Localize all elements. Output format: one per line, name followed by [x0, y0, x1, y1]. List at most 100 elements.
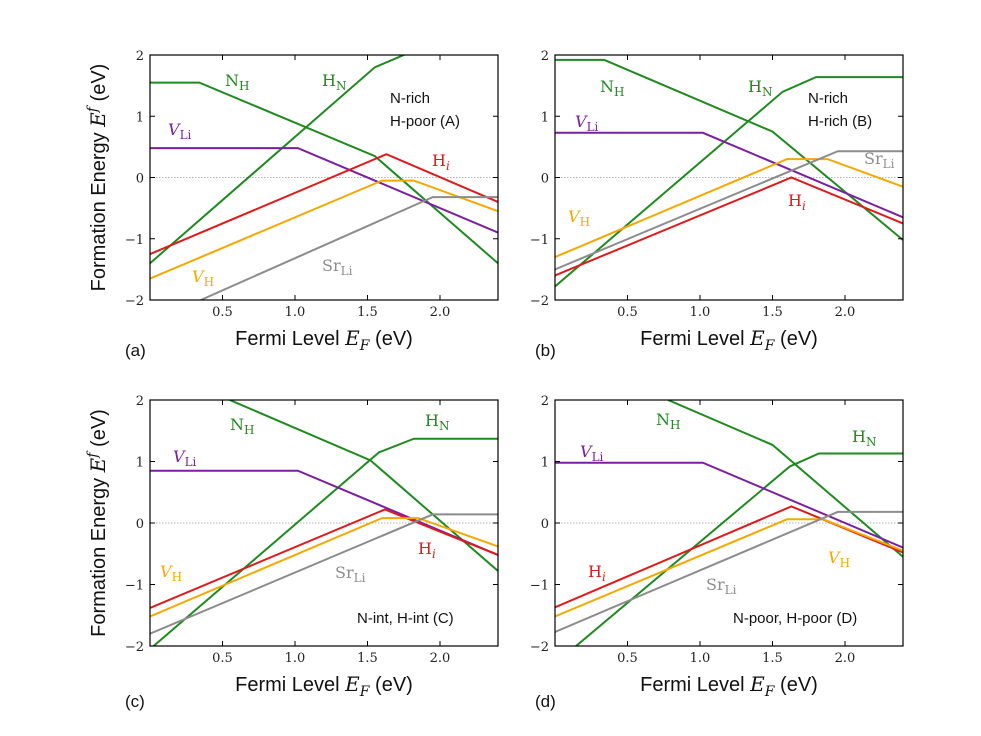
panel-corner-label: (d) — [535, 692, 556, 711]
condition-label: N-rich — [390, 90, 430, 107]
x-tick-label: 1.5 — [357, 305, 378, 320]
defect-label-h-i: Hi — [418, 539, 436, 561]
y-tick-label: 1 — [541, 110, 549, 125]
x-tick-label: 0.5 — [212, 305, 233, 320]
series-line-h-n — [555, 76, 903, 288]
y-tick-label: 0 — [136, 517, 144, 532]
series-group — [555, 400, 903, 646]
series-line-n-h — [150, 81, 498, 265]
series-line-v-h — [555, 158, 903, 259]
condition-label: N-rich — [808, 90, 848, 107]
defect-label-sr-li: SrLi — [335, 563, 366, 585]
x-tick-label: 1.0 — [690, 305, 711, 320]
panel-corner-label: (b) — [535, 341, 556, 360]
defect-label-n-h: NH — [230, 415, 254, 437]
panel-corner-label: (c) — [125, 692, 145, 711]
series-line-h-n — [152, 437, 498, 646]
series-line-sr-li — [200, 196, 498, 300]
defect-label-v-li: VLi — [168, 120, 192, 142]
panel-b: 0.5 1.0 1.5 2.0 −2 −1 0 1 2 Fermi Level EF (eV) (b… — [530, 49, 904, 360]
x-tick-label: 1.0 — [690, 651, 711, 666]
series-line-h-n — [150, 55, 407, 265]
defect-label-sr-li: SrLi — [706, 575, 737, 597]
series-line-n-h — [555, 58, 903, 241]
x-tick-label: 1.5 — [762, 651, 783, 666]
x-tick-label: 0.5 — [212, 651, 233, 666]
series-line-sr-li — [555, 510, 903, 633]
condition-label: N-poor, H-poor (D) — [733, 610, 857, 627]
y-tick-label: 2 — [541, 394, 549, 409]
y-tick-label: −1 — [530, 233, 549, 248]
series-line-sr-li — [555, 150, 903, 271]
x-tick-label: 0.5 — [617, 305, 638, 320]
defect-label-h-n: HN — [852, 427, 876, 449]
series-line-v-li — [555, 461, 903, 549]
series-line-v-li — [150, 147, 498, 234]
x-axis-label: Fermi Level EF (eV) — [640, 326, 818, 354]
x-tick-label: 1.0 — [285, 305, 306, 320]
y-tick-label: 2 — [136, 394, 144, 409]
defect-label-sr-li: SrLi — [864, 149, 895, 171]
defect-label-v-li: VLi — [580, 442, 604, 464]
y-axis-label: Formation Energy Ef (eV) — [85, 409, 110, 637]
y-tick-label: −2 — [530, 294, 549, 309]
series-group — [150, 400, 498, 646]
y-tick-label: 0 — [541, 517, 549, 532]
condition-label: H-poor (A) — [390, 113, 460, 130]
y-tick-label: −1 — [125, 233, 144, 248]
series-line-sr-li — [150, 513, 498, 635]
series-line-v-h — [150, 179, 498, 280]
defect-label-n-h: NH — [225, 71, 249, 93]
series-line-h-i — [150, 153, 498, 256]
x-tick-label: 2.0 — [835, 305, 856, 320]
y-axis-label: Formation Energy Ef (eV) — [85, 64, 110, 292]
series-group — [555, 58, 903, 288]
y-tick-label: 0 — [541, 172, 549, 187]
defect-label-h-n: HN — [322, 71, 346, 93]
x-tick-label: 1.5 — [762, 305, 783, 320]
condition-label: N-int, H-int (C) — [357, 610, 454, 627]
defect-label-v-h: VH — [192, 267, 214, 289]
y-tick-label: 0 — [136, 172, 144, 187]
y-tick-label: −2 — [125, 294, 144, 309]
defect-label-v-h: VH — [828, 548, 850, 570]
x-tick-label: 2.0 — [835, 651, 856, 666]
y-tick-label: 2 — [541, 49, 549, 64]
x-tick-label: 0.5 — [617, 651, 638, 666]
series-line-v-li — [150, 469, 498, 556]
y-tick-label: 1 — [541, 456, 549, 471]
series-line-v-li — [555, 131, 903, 219]
defect-label-n-h: NH — [656, 410, 680, 432]
x-tick-label: 2.0 — [430, 651, 451, 666]
x-tick-label: 2.0 — [430, 305, 451, 320]
series-line-v-h — [555, 518, 903, 618]
condition-label: H-rich (B) — [808, 113, 872, 130]
series-line-h-n — [574, 452, 903, 646]
series-line-h-i — [150, 508, 498, 609]
x-axis-label: Fermi Level EF (eV) — [235, 326, 413, 354]
defect-label-sr-li: SrLi — [322, 256, 353, 278]
defect-label-n-h: NH — [600, 77, 624, 99]
series-line-n-h — [667, 400, 903, 558]
y-tick-label: −2 — [530, 640, 549, 655]
defect-label-h-i: Hi — [588, 562, 606, 584]
panel-a: 0.5 1.0 1.5 2.0 −2 −1 0 1 2 Fermi Level EF (eV) Fo… — [85, 49, 499, 360]
panel-c: 0.5 1.0 1.5 2.0 −2 −1 0 1 2 Fermi Level EF (eV) Fo… — [85, 394, 499, 711]
defect-label-h-i: Hi — [432, 151, 450, 173]
y-tick-label: 1 — [136, 110, 144, 125]
y-tick-label: −1 — [530, 579, 549, 594]
defect-label-v-h: VH — [160, 562, 182, 584]
y-tick-label: −2 — [125, 640, 144, 655]
defect-label-h-n: HN — [425, 411, 449, 433]
series-line-v-h — [150, 517, 498, 618]
y-tick-label: −1 — [125, 579, 144, 594]
x-tick-label: 1.0 — [285, 651, 306, 666]
y-tick-label: 1 — [136, 456, 144, 471]
x-axis-label: Fermi Level EF (eV) — [640, 672, 818, 700]
defect-label-h-i: Hi — [788, 191, 806, 213]
defect-label-v-h: VH — [568, 207, 590, 229]
x-axis-label: Fermi Level EF (eV) — [235, 672, 413, 700]
series-line-h-i — [555, 505, 903, 609]
panel-d: 0.5 1.0 1.5 2.0 −2 −1 0 1 2 Fermi Level EF (eV) (d… — [530, 394, 904, 711]
